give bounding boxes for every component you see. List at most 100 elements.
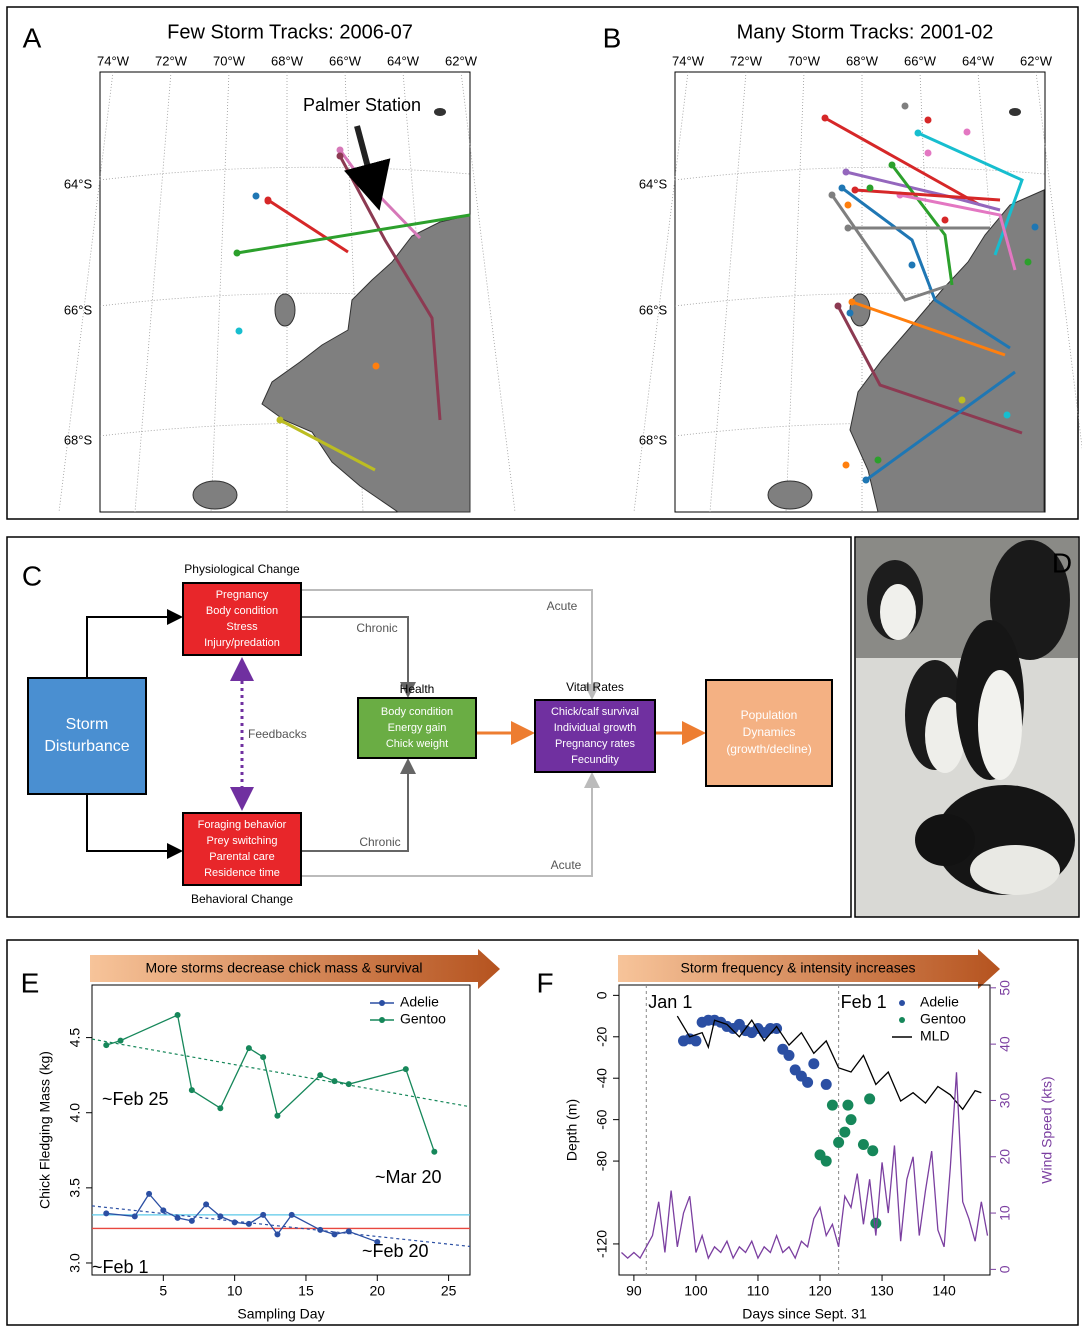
lon-label: 74°W xyxy=(672,53,705,68)
lat-label: 66°S xyxy=(64,302,93,317)
lon-label: 62°W xyxy=(1020,53,1053,68)
x-tick-label: 100 xyxy=(684,1283,708,1299)
legend-label: Adelie xyxy=(920,994,959,1010)
annotation: ~Mar 20 xyxy=(375,1167,442,1187)
y-tick-label: -60 xyxy=(594,1109,610,1129)
island xyxy=(434,108,446,116)
island xyxy=(275,294,295,326)
edge-label: Chronic xyxy=(359,835,400,849)
lat-label: 68°S xyxy=(639,432,668,447)
lat-label: 64°S xyxy=(639,176,668,191)
chart-title: More storms decrease chick mass & surviv… xyxy=(146,960,423,976)
track-start xyxy=(863,477,870,484)
data-point xyxy=(203,1201,209,1207)
track-start xyxy=(852,187,859,194)
y2-tick-label: 30 xyxy=(997,1092,1013,1108)
data-point xyxy=(217,1105,223,1111)
track-start xyxy=(845,225,852,232)
data-point xyxy=(827,1100,838,1111)
lon-label: 64°W xyxy=(387,53,420,68)
node-text: Population xyxy=(741,708,798,722)
data-point xyxy=(867,1145,878,1156)
node-text: Energy gain xyxy=(388,722,447,734)
storm-point xyxy=(875,457,882,464)
y-tick-label: 0 xyxy=(594,991,610,999)
data-point xyxy=(821,1156,832,1167)
legend-label: Gentoo xyxy=(400,1011,446,1027)
y2-tick-label: 20 xyxy=(997,1149,1013,1165)
data-point xyxy=(846,1114,857,1125)
node-text: Body condition xyxy=(206,605,278,617)
data-point xyxy=(821,1079,832,1090)
data-point xyxy=(403,1066,409,1072)
node-text: Stress xyxy=(226,621,258,633)
y2-tick-label: 50 xyxy=(997,980,1013,996)
legend-key xyxy=(379,1000,385,1006)
wind-line xyxy=(621,1072,987,1258)
storm-point xyxy=(925,150,932,157)
lon-label: 68°W xyxy=(271,53,304,68)
storm-point xyxy=(1025,259,1032,266)
track-start xyxy=(822,115,829,122)
x-tick-label: 90 xyxy=(626,1283,642,1299)
track-start xyxy=(843,169,850,176)
lon-label: 72°W xyxy=(155,53,188,68)
track-start xyxy=(839,185,846,192)
storm-point xyxy=(373,363,380,370)
storm-point xyxy=(843,462,850,469)
data-point xyxy=(246,1221,252,1227)
connector xyxy=(87,617,181,678)
track-start xyxy=(889,162,896,169)
panel-letter: D xyxy=(1052,547,1072,578)
panel-letter: B xyxy=(603,22,622,53)
data-point xyxy=(118,1038,124,1044)
node-text: Body condition xyxy=(381,706,453,718)
track-start xyxy=(277,417,284,424)
lon-label: 70°W xyxy=(788,53,821,68)
date-label: Jan 1 xyxy=(648,992,692,1012)
connector xyxy=(301,774,592,876)
legend-label: MLD xyxy=(920,1028,950,1044)
lon-label: 74°W xyxy=(97,53,130,68)
data-point xyxy=(260,1212,266,1218)
data-point xyxy=(783,1050,794,1061)
lat-label: 68°S xyxy=(64,432,93,447)
y2-axis-label: Wind Speed (kts) xyxy=(1039,1076,1055,1183)
diagram-node xyxy=(28,678,146,794)
node-text: Pregnancy xyxy=(216,589,269,601)
map-title: Few Storm Tracks: 2006-07 xyxy=(167,21,413,43)
x-tick-label: 20 xyxy=(369,1283,385,1299)
lon-label: 62°W xyxy=(445,53,478,68)
legend-label: Adelie xyxy=(400,994,439,1010)
data-point xyxy=(274,1231,280,1237)
node-text: Foraging behavior xyxy=(198,819,287,831)
legend-key xyxy=(379,1017,385,1023)
x-tick-label: 110 xyxy=(747,1283,770,1299)
data-point xyxy=(839,1127,850,1138)
y2-tick-label: 0 xyxy=(997,1265,1013,1273)
page: Storm figure {"panel_letters": ["A", "B"… xyxy=(0,0,1082,1326)
annotation: ~Feb 25 xyxy=(102,1089,169,1109)
data-point xyxy=(802,1077,813,1088)
x-tick-label: 15 xyxy=(298,1283,314,1299)
date-label: Feb 1 xyxy=(841,992,887,1012)
data-point xyxy=(175,1012,181,1018)
data-point xyxy=(289,1212,295,1218)
x-tick-label: 120 xyxy=(808,1283,832,1299)
y2-tick-label: 40 xyxy=(997,1036,1013,1052)
legend-key xyxy=(899,1017,905,1023)
lat-label: 64°S xyxy=(64,176,93,191)
edge-label: Acute xyxy=(551,858,582,872)
data-point xyxy=(858,1139,869,1150)
data-point xyxy=(189,1218,195,1224)
map-annotation: Palmer Station xyxy=(303,95,421,115)
x-tick-label: 140 xyxy=(932,1283,956,1299)
data-point xyxy=(103,1042,109,1048)
y-axis-label: Depth (m) xyxy=(564,1099,580,1161)
node-text: Residence time xyxy=(204,867,280,879)
connector xyxy=(87,794,181,851)
data-point xyxy=(317,1072,323,1078)
data-point xyxy=(132,1213,138,1219)
data-point xyxy=(431,1149,437,1155)
storm-point xyxy=(909,262,916,269)
